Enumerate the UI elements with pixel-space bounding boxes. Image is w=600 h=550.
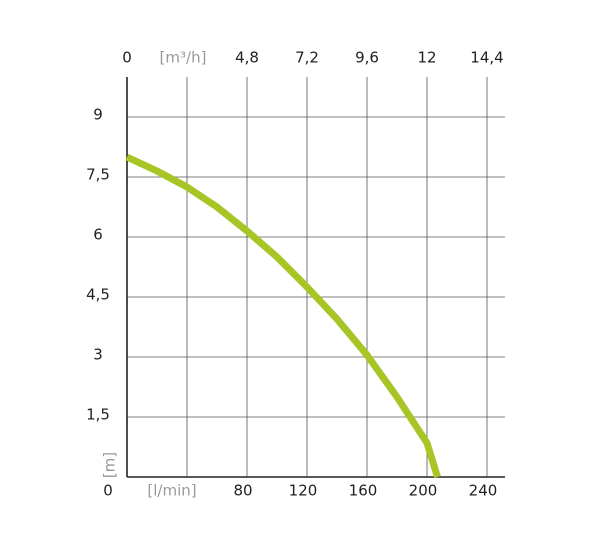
y-tick-label: 1,5 <box>86 406 110 424</box>
x2-tick-label: 14,4 <box>470 49 503 67</box>
x2-tick-label: 12 <box>417 49 436 67</box>
curve <box>125 153 441 479</box>
x-tick-label: 200 <box>409 482 438 500</box>
y-tick-label: 7,5 <box>86 166 110 184</box>
y-tick-label: 6 <box>93 226 103 244</box>
x2-tick-label: 7,2 <box>295 49 319 67</box>
x-tick-label: 240 <box>469 482 498 500</box>
x2-unit: [m³/h] <box>160 49 207 67</box>
y-unit: [m] <box>101 452 119 478</box>
y-tick-label: 4,5 <box>86 286 110 304</box>
x-tick-label: 80 <box>233 482 252 500</box>
y-tick-label: 3 <box>93 346 103 364</box>
x2-tick-label: 0 <box>122 49 132 67</box>
x-tick-label: 120 <box>289 482 318 500</box>
x2-tick-label: 4,8 <box>235 49 259 67</box>
y-tick-label: 0 <box>103 482 113 500</box>
x-unit: [l/min] <box>147 482 196 500</box>
y-tick-label: 9 <box>93 106 103 124</box>
x-tick-label: 160 <box>349 482 378 500</box>
x2-tick-label: 9,6 <box>355 49 379 67</box>
